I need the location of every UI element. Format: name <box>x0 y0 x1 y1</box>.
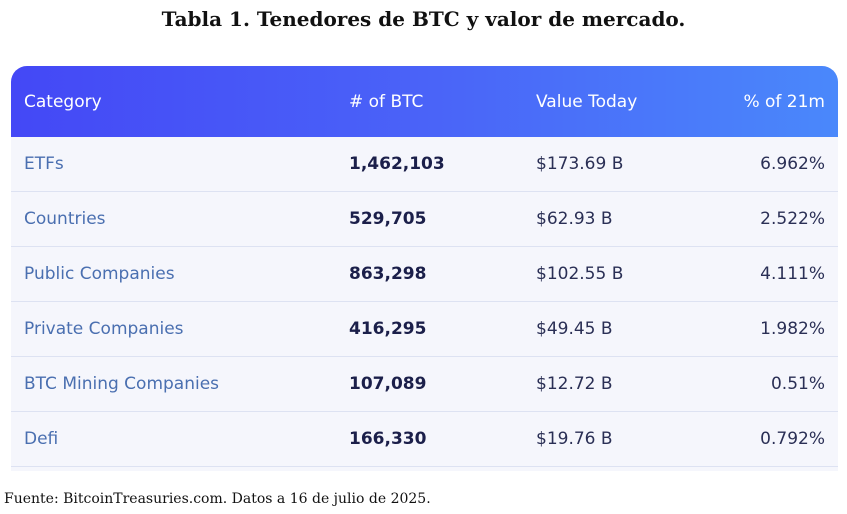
source-note: Fuente: BitcoinTreasuries.com. Datos a 1… <box>4 491 431 507</box>
table-row: Public Companies 863,298 $102.55 B 4.111… <box>11 247 838 302</box>
row-value: $12.72 B <box>536 374 613 394</box>
row-btc-count: 1,462,103 <box>349 154 445 174</box>
table-header-row: Category # of BTC Value Today % of 21m <box>11 66 838 137</box>
row-category: BTC Mining Companies <box>24 374 220 394</box>
row-percent: 1.982% <box>760 319 825 339</box>
table-row: BTC Mining Companies 107,089 $12.72 B 0.… <box>11 357 838 412</box>
row-percent: 0.792% <box>760 429 825 449</box>
row-value: $173.69 B <box>536 154 624 174</box>
row-percent: 2.522% <box>760 209 825 229</box>
header-btc-count: # of BTC <box>349 91 424 112</box>
row-value: $49.45 B <box>536 319 613 339</box>
table-row: Private Companies 416,295 $49.45 B 1.982… <box>11 302 838 357</box>
table-row: ETFs 1,462,103 $173.69 B 6.962% <box>11 137 838 192</box>
row-btc-count: 863,298 <box>349 264 427 284</box>
row-category: Private Companies <box>24 319 184 339</box>
row-percent: 6.962% <box>760 154 825 174</box>
row-category: Public Companies <box>24 264 175 284</box>
row-category: Countries <box>24 209 106 229</box>
header-category: Category <box>24 91 102 112</box>
row-category: Defi <box>24 429 59 449</box>
row-btc-count: 166,330 <box>349 429 427 449</box>
row-value: $102.55 B <box>536 264 624 284</box>
header-percent-of-21m: % of 21m <box>743 91 825 112</box>
table-row: Countries 529,705 $62.93 B 2.522% <box>11 192 838 247</box>
holders-table: Category # of BTC Value Today % of 21m E… <box>11 66 838 471</box>
row-percent: 0.51% <box>770 374 825 394</box>
row-percent: 4.111% <box>760 264 825 284</box>
row-btc-count: 416,295 <box>349 319 427 339</box>
row-btc-count: 107,089 <box>349 374 427 394</box>
row-btc-count: 529,705 <box>349 209 427 229</box>
table-row: Defi 166,330 $19.76 B 0.792% <box>11 412 838 467</box>
header-value-today: Value Today <box>536 91 638 112</box>
table-title: Tabla 1. Tenedores de BTC y valor de mer… <box>161 7 686 31</box>
row-value: $19.76 B <box>536 429 613 449</box>
row-category: ETFs <box>24 154 64 174</box>
row-value: $62.93 B <box>536 209 613 229</box>
